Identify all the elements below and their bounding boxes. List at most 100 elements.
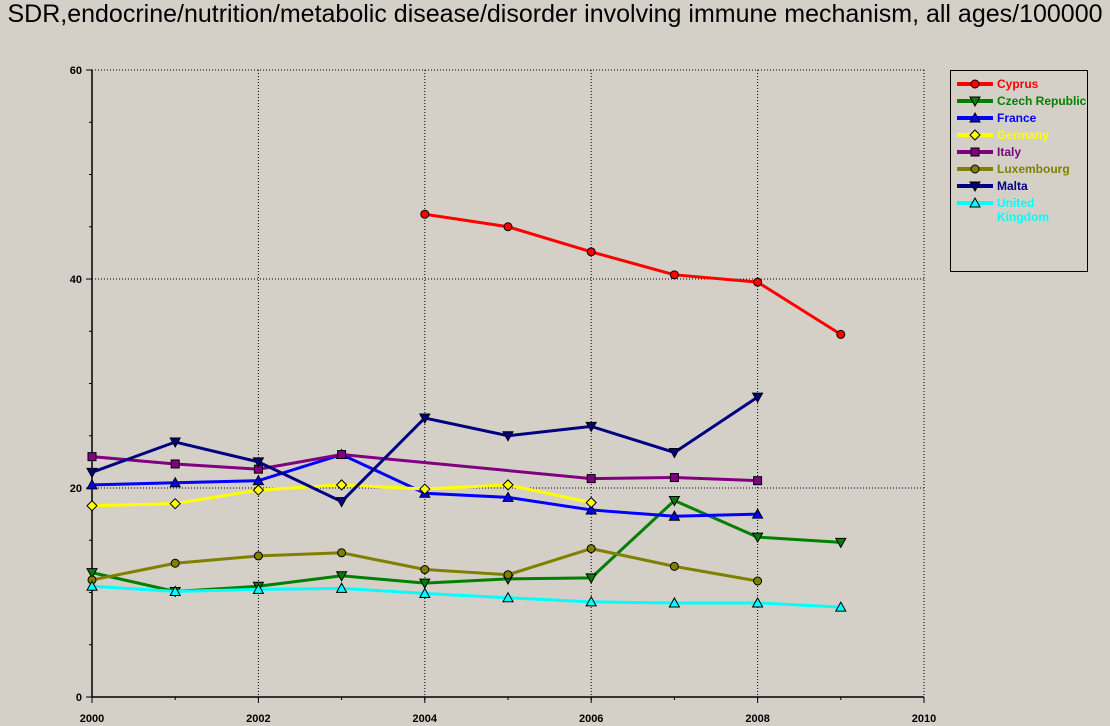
marker [585, 503, 598, 515]
y-tick-label: 40 [70, 274, 82, 286]
legend-item: Luxembourg [955, 162, 1087, 176]
marker [170, 459, 180, 469]
marker [502, 431, 514, 442]
marker [753, 476, 763, 486]
marker [970, 79, 980, 89]
y-tick-label: 20 [70, 483, 82, 495]
marker [502, 479, 514, 491]
marker [585, 421, 598, 433]
marker [86, 580, 98, 591]
legend-label: France [997, 111, 1037, 125]
marker [335, 479, 348, 491]
marker [169, 476, 182, 488]
marker [834, 537, 847, 549]
marker [252, 583, 265, 594]
marker [969, 196, 981, 208]
marker [170, 558, 180, 568]
marker [669, 473, 679, 483]
marker [86, 478, 98, 490]
x-tick-label: 2002 [246, 713, 270, 725]
marker [86, 568, 98, 579]
series-line [91, 498, 841, 593]
legend-label: Germany [997, 128, 1050, 142]
marker [418, 413, 431, 425]
marker [751, 532, 764, 544]
marker [834, 601, 847, 612]
marker [585, 573, 598, 584]
x-tick-label: 2010 [912, 713, 936, 725]
series-line [91, 584, 841, 609]
marker [337, 450, 347, 460]
legend-swatch [957, 181, 993, 193]
series-line [424, 212, 842, 336]
x-tick-label: 2004 [413, 713, 438, 725]
marker [751, 508, 764, 519]
marker [586, 474, 596, 484]
marker [169, 497, 181, 510]
series-line [91, 453, 758, 483]
marker [419, 483, 431, 495]
marker [86, 500, 98, 512]
legend-label: United Kingdom [997, 196, 1049, 224]
marker [418, 587, 431, 599]
marker [86, 467, 98, 479]
legend-swatch [957, 196, 993, 208]
marker [335, 497, 348, 508]
legend-item: Czech Republic [955, 94, 1087, 108]
marker [169, 437, 182, 449]
marker [335, 571, 348, 582]
x-tick-label: 2006 [579, 713, 603, 725]
legend-item: Cyprus [955, 77, 1087, 91]
marker [252, 457, 265, 468]
marker [970, 147, 980, 157]
marker [253, 551, 263, 561]
y-tick-label: 60 [70, 65, 82, 77]
legend-item: France [955, 111, 1087, 125]
marker [502, 491, 514, 502]
legend-swatch [957, 79, 993, 89]
marker [751, 596, 764, 608]
marker [751, 392, 764, 404]
marker [836, 329, 846, 339]
marker [753, 277, 763, 287]
marker [585, 496, 597, 509]
legend-swatch [957, 111, 993, 123]
marker [420, 565, 430, 575]
marker [969, 96, 981, 108]
legend-label: Czech Republic [997, 94, 1087, 108]
legend-label: Cyprus [997, 77, 1039, 91]
marker [586, 247, 596, 257]
marker [969, 111, 981, 123]
marker [169, 585, 182, 596]
marker [503, 570, 513, 580]
marker [502, 591, 514, 603]
chart-title: SDR,endocrine/nutrition/metabolic diseas… [7, 0, 1103, 28]
marker [252, 484, 265, 496]
marker [335, 582, 348, 593]
marker [337, 548, 347, 558]
legend-label: Italy [997, 145, 1022, 159]
y-tick-label: 0 [76, 692, 82, 704]
marker [420, 209, 430, 219]
legend-swatch [957, 164, 993, 174]
marker [503, 222, 513, 232]
marker [969, 129, 981, 141]
x-tick-label: 2000 [80, 713, 104, 725]
marker [969, 181, 981, 193]
x-tick-label: 2008 [745, 713, 769, 725]
marker [668, 496, 681, 507]
legend-swatch [957, 129, 993, 141]
marker [669, 270, 679, 280]
legend-swatch [957, 147, 993, 157]
legend-label: Malta [997, 179, 1028, 193]
marker [753, 576, 763, 586]
legend-item: United Kingdom [955, 196, 1087, 224]
legend-item: Italy [955, 145, 1087, 159]
marker [87, 452, 97, 462]
marker [668, 596, 681, 608]
marker [586, 544, 596, 554]
legend: Cyprus Czech Republic France Germany Italy Lu… [950, 70, 1088, 272]
marker [970, 164, 980, 174]
